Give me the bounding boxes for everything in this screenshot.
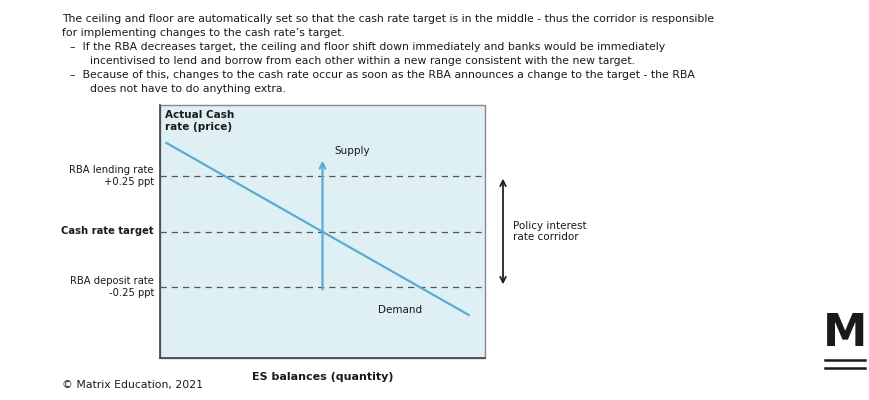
Text: The ceiling and floor are automatically set so that the cash rate target is in t: The ceiling and floor are automatically … [62,14,713,24]
Text: Policy interest
rate corridor: Policy interest rate corridor [513,221,586,242]
Text: incentivised to lend and borrow from each other within a new range consistent wi: incentivised to lend and borrow from eac… [90,56,634,66]
Text: RBA lending rate
+0.25 ppt: RBA lending rate +0.25 ppt [70,165,154,187]
Text: –  If the RBA decreases target, the ceiling and floor shift down immediately and: – If the RBA decreases target, the ceili… [70,42,665,52]
Text: does not have to do anything extra.: does not have to do anything extra. [90,84,286,94]
Text: Demand: Demand [377,305,421,315]
Text: Actual Cash
rate (price): Actual Cash rate (price) [165,110,234,132]
Text: –  Because of this, changes to the cash rate occur as soon as the RBA announces : – Because of this, changes to the cash r… [70,70,694,80]
Text: M: M [822,312,866,355]
Bar [160,105,484,358]
Text: RBA deposit rate
-0.25 ppt: RBA deposit rate -0.25 ppt [70,276,154,298]
Text: Supply: Supply [334,146,369,156]
Text: for implementing changes to the cash rate’s target.: for implementing changes to the cash rat… [62,28,344,38]
Text: Cash rate target: Cash rate target [62,226,154,236]
Text: ES balances (quantity): ES balances (quantity) [251,372,393,382]
Text: © Matrix Education, 2021: © Matrix Education, 2021 [62,380,202,390]
